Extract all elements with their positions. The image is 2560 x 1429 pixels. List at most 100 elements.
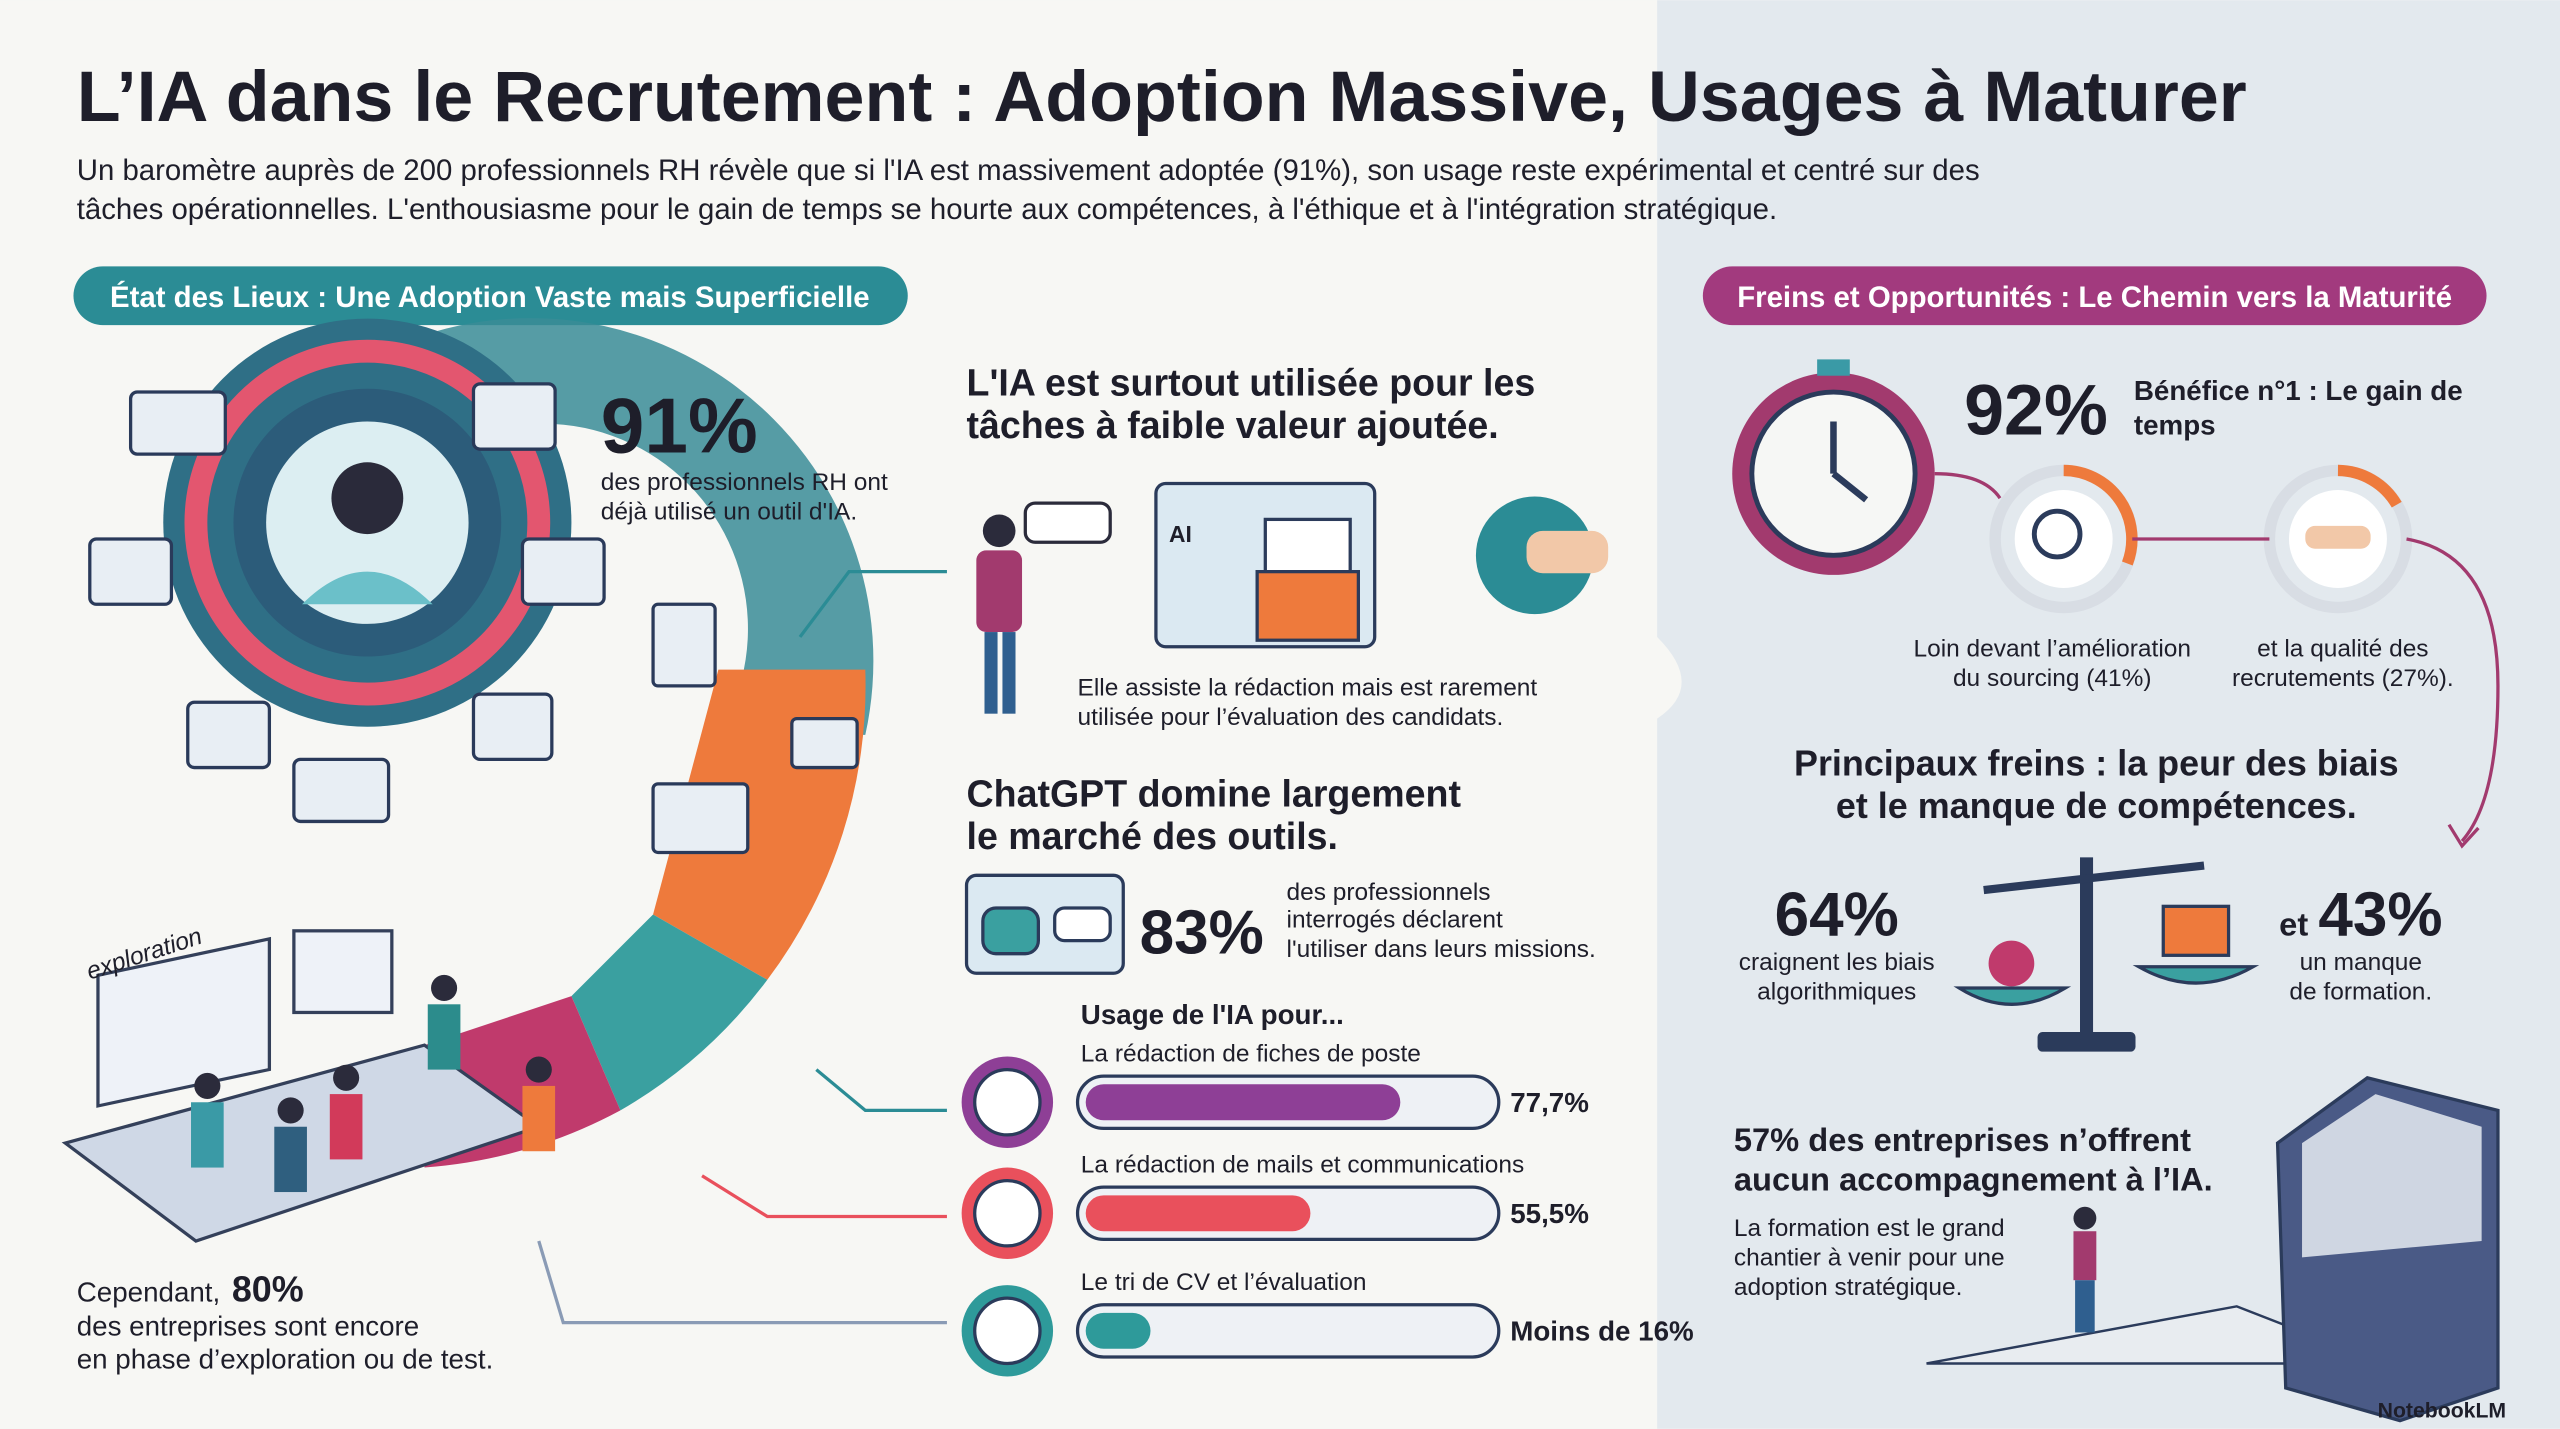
decoration-path: [1830, 421, 1869, 503]
usage-label: Le tri de CV et l’évaluation: [1081, 1269, 1367, 1296]
block-title: Principaux freins : la peur des biais: [1794, 743, 2399, 784]
caption: recrutements (27%).: [2232, 665, 2454, 692]
stat-text: temps: [2134, 410, 2216, 441]
decoration-rect: [1702, 266, 2487, 326]
decoration-rect: [191, 1102, 224, 1168]
caption: et la qualité des: [2257, 636, 2428, 663]
decoration-rect: [73, 266, 908, 326]
decoration-rect: [471, 692, 554, 762]
stat-text: des professionnels RH ont: [601, 469, 888, 496]
decoration-circle: [331, 462, 404, 535]
decoration-rect: [651, 602, 717, 688]
decoration-rect: [2037, 1032, 2136, 1052]
decoration-rect: [520, 537, 606, 606]
decoration-circle: [525, 1056, 552, 1083]
decoration-rect: [427, 1004, 461, 1070]
stat-prefix: Cependant,: [77, 1276, 221, 1307]
section-badge: État des Lieux : Une Adoption Vaste mais…: [110, 280, 870, 314]
decoration-path: [1953, 986, 2072, 1006]
decoration-rect: [292, 929, 394, 1015]
footer-brand: NotebookLM: [2378, 1399, 2506, 1422]
decoration-path: [1934, 472, 2002, 500]
support-text: La formation est le grand: [1734, 1215, 2005, 1242]
decoration-rect: [1023, 501, 1112, 544]
block-title: tâches à faible valeur ajoutée.: [967, 404, 1499, 446]
decoration-circle: [277, 1097, 304, 1124]
decoration-rect: [1817, 359, 1850, 376]
stat-text: algorithmiques: [1757, 978, 1916, 1005]
stat-text: l'utiliser dans leurs missions.: [1287, 936, 1596, 963]
bar: [1085, 1195, 1311, 1232]
stat-text: des entreprises sont encore: [77, 1311, 419, 1342]
usage-icon-inner: [973, 1178, 1042, 1248]
decoration-path: [537, 1240, 947, 1325]
stat-value: 80%: [232, 1268, 304, 1309]
block-title: et le manque de compétences.: [1836, 785, 2357, 826]
decoration-rect: [274, 1126, 307, 1193]
usage-bars: La rédaction de fiches de poste 77,7% La r…: [961, 1040, 1694, 1377]
decoration-path: [2447, 823, 2480, 849]
decoration-rect: [2080, 857, 2094, 1037]
decoration-path: [1983, 861, 2205, 895]
subtitle-line: Un baromètre auprès de 200 professionnel…: [77, 154, 1980, 187]
decoration-circle: [333, 1064, 360, 1091]
caption: utilisée pour l’évaluation des candidats…: [1078, 704, 1504, 731]
support-text: adoption stratégique.: [1734, 1274, 1963, 1301]
decoration-rect: [292, 757, 391, 824]
stat-text: Bénéfice n°1 : Le gain de: [2134, 375, 2463, 406]
block-title: ChatGPT domine largement: [967, 773, 1462, 815]
value-label: Moins de 16%: [1510, 1316, 1694, 1347]
usage-label: La rédaction de fiches de poste: [1081, 1040, 1421, 1067]
decoration-rect: [976, 550, 1023, 633]
decoration-rect: [186, 700, 272, 770]
decoration-rect: [2161, 904, 2231, 957]
bar-track: [1075, 1303, 1501, 1359]
decoration-rect: [984, 632, 998, 714]
stat-text: craignent les biais: [1739, 949, 1935, 976]
decoration-rect: [2073, 1231, 2097, 1281]
decoration-rect: [651, 782, 750, 855]
stat-text: des professionnels: [1287, 879, 1491, 906]
stat-text: interrogés déclarent: [1287, 907, 1503, 934]
block-title: L'IA est surtout utilisée pour les: [967, 361, 1536, 403]
usage-title: Usage de l'IA pour...: [1081, 999, 1344, 1030]
usage-icon-inner: [973, 1296, 1042, 1366]
support-text: chantier à venir pour une: [1734, 1245, 2005, 1272]
decoration-rect: [2075, 1280, 2095, 1333]
decoration-path: [2132, 965, 2260, 985]
stat-prefix: et: [2279, 906, 2308, 943]
block-title: le marché des outils.: [967, 815, 1338, 857]
stat-value: 64%: [1775, 881, 1899, 950]
decoration-circle: [2014, 490, 2113, 588]
decoration-rect: [522, 1085, 556, 1152]
decoration-rect: [2305, 525, 2371, 549]
decoration-rect: [981, 906, 1040, 956]
decoration-path: [2063, 464, 2138, 566]
stat-value: 91%: [601, 381, 758, 469]
decoration-path: [2406, 537, 2500, 843]
decoration-path: [571, 914, 768, 1111]
decoration-path: [2337, 464, 2402, 508]
decoration-g: [798, 570, 947, 1113]
decoration-g: [88, 382, 859, 855]
icon-text: AI: [1169, 521, 1192, 547]
decoration-circle: [184, 339, 551, 706]
decoration-rect: [1053, 906, 1112, 943]
value-label: 55,5%: [1510, 1198, 1589, 1229]
decoration-path: [302, 571, 433, 605]
decoration-path: [798, 570, 947, 638]
stat-text: déjà utilisé un outil d'IA.: [601, 498, 857, 525]
caption: du sourcing (41%): [1953, 665, 2152, 692]
stat-value: 83%: [1140, 899, 1264, 968]
stat-text: de formation.: [2289, 978, 2432, 1005]
decoration-path: [701, 1174, 947, 1219]
decoration-rect: [1255, 570, 1360, 642]
decoration-rect: [128, 390, 227, 456]
decoration-rect: [790, 716, 859, 770]
stat-value: 92%: [1964, 371, 2108, 451]
decoration-circle: [2073, 1206, 2097, 1230]
usage-icon-inner: [973, 1067, 1042, 1137]
value-label: 77,7%: [1510, 1087, 1589, 1118]
decoration-rect: [471, 382, 557, 451]
